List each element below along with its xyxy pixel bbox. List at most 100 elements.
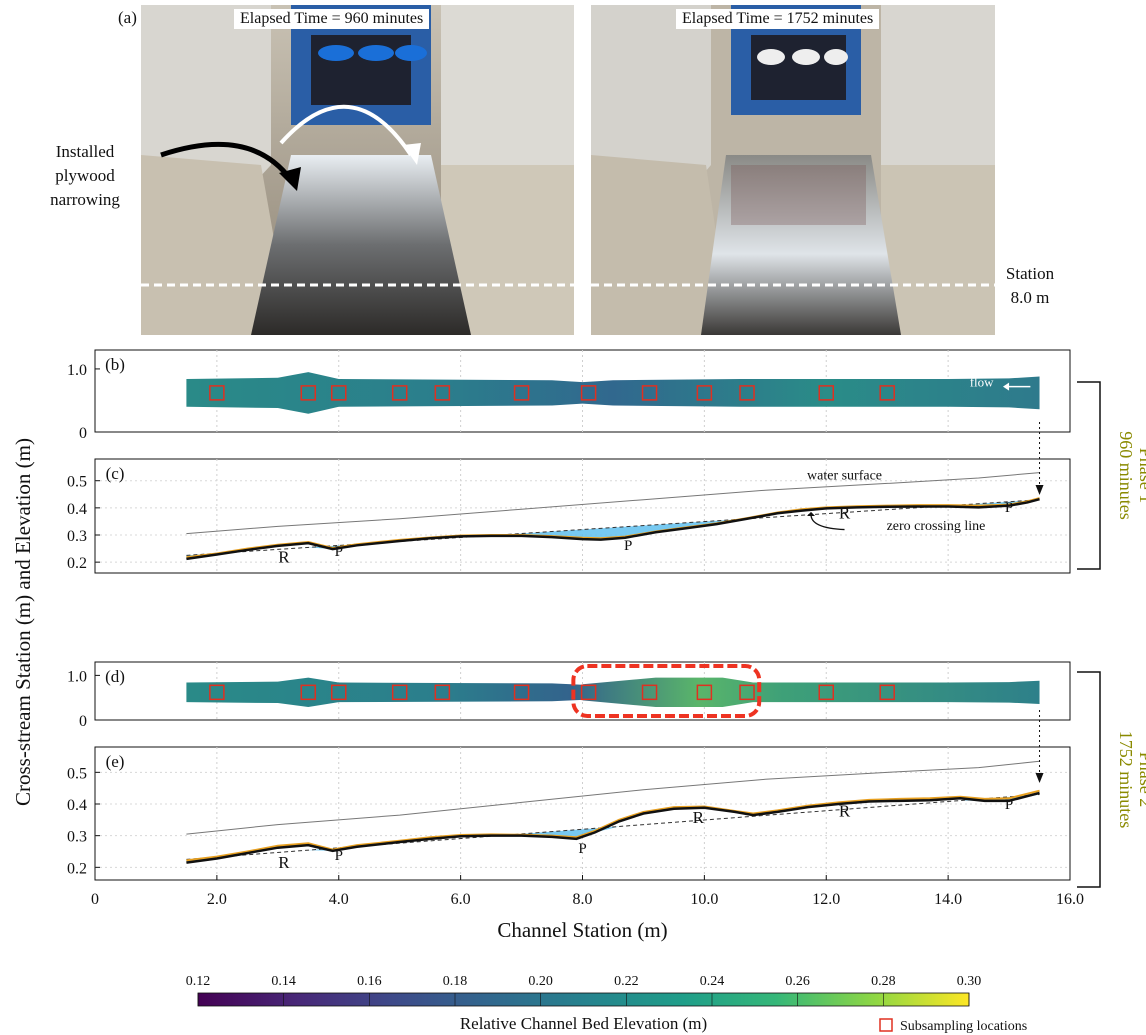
plywood-annotation: Installed plywood narrowing: [30, 140, 140, 212]
y-axis-label: Cross-stream Station (m) and Elevation (…: [11, 438, 35, 806]
subsample-marker: [391, 684, 408, 701]
phase-1-line-1: Phase 1: [1136, 448, 1146, 504]
x-tick-label: 2.0: [207, 891, 227, 908]
y-tick-label: 1.0: [67, 668, 87, 685]
photo-1752-minutes: [591, 5, 995, 335]
plywood-line-1: Installed: [55, 142, 115, 161]
y-tick-label: 0.3: [67, 528, 87, 545]
pool-fill: [186, 794, 1040, 863]
panel-letter-b: (b): [105, 355, 125, 374]
water-surface-line: [186, 472, 1040, 535]
subsample-marker: [580, 385, 597, 401]
zero-crossing-line: [186, 499, 1040, 556]
x-tick-label: 14.0: [934, 891, 962, 908]
link-arrowhead-0: [1035, 485, 1044, 495]
colorbar-tick-label: 0.12: [186, 974, 211, 989]
panel-letter-e: (e): [106, 752, 125, 771]
photo-left-label: Elapsed Time = 960 minutes: [234, 9, 430, 29]
subsample-marker: [818, 385, 834, 401]
subsample-marker: [641, 385, 658, 401]
panel-frame-2: [94, 661, 1071, 721]
y-tick-label: 0.5: [67, 765, 87, 782]
panel-letter-c: (c): [106, 464, 125, 483]
subsample-marker: [739, 385, 755, 401]
subsample-marker: [434, 385, 451, 401]
colorbar-tick-label: 0.28: [871, 974, 896, 989]
highlight-box: [571, 664, 762, 718]
subsample-marker: [331, 684, 347, 701]
y-tick-label: 0.4: [67, 797, 87, 814]
phase-2-line-2: 1752 minutes: [1116, 731, 1136, 829]
colorbar-tick-label: 0.18: [443, 974, 468, 989]
channel-plan: [186, 677, 1040, 708]
subsample-marker: [879, 684, 895, 701]
bed-profile-black: [186, 791, 1040, 864]
bedform-label: R: [839, 802, 851, 821]
subsample-marker: [300, 385, 317, 401]
flume-photo-left: [141, 5, 574, 335]
phase-bracket-2: [1077, 671, 1101, 888]
x-tick-label: 0: [91, 891, 99, 908]
y-tick-label: 0: [79, 425, 87, 442]
flume-photo-right: [591, 5, 995, 335]
legend-marker: [879, 1018, 893, 1032]
colorbar: [197, 992, 970, 1007]
phase-2-line-1: Phase 2: [1136, 752, 1146, 808]
bed-profile-orange: [186, 497, 1040, 559]
y-tick-label: 0.2: [67, 860, 87, 877]
x-tick-label: 12.0: [812, 891, 840, 908]
station-line-2: 8.0 m: [1010, 288, 1050, 307]
y-tick-label: 0.3: [67, 829, 87, 846]
legend-label: Subsampling locations: [900, 1019, 1027, 1034]
x-axis-label: Channel Station (m): [497, 918, 667, 942]
panel-a-letter: (a): [118, 8, 137, 27]
colorbar-tick-label: 0.30: [957, 974, 982, 989]
flow-arrowhead: [1002, 382, 1010, 391]
water-surface-label: water surface: [807, 468, 882, 483]
bedform-label: R: [278, 548, 290, 567]
colorbar-tick-label: 0.14: [271, 974, 296, 989]
bedform-label: P: [1005, 500, 1013, 516]
subsample-marker: [696, 684, 713, 701]
zero-crossing-arrow: [810, 514, 845, 531]
subsample-marker: [300, 684, 317, 701]
plywood-line-3: narrowing: [50, 190, 120, 209]
bedform-label: P: [578, 841, 586, 857]
bedform-label: P: [624, 538, 632, 554]
subsample-marker: [879, 385, 895, 401]
panel-frame-0: [94, 349, 1071, 433]
subsample-marker: [331, 385, 347, 401]
subsample-marker: [209, 385, 225, 401]
colorbar-tick-label: 0.24: [700, 974, 725, 989]
subsample-marker: [391, 385, 408, 401]
colorbar-label: Relative Channel Bed Elevation (m): [460, 1014, 707, 1033]
bedform-label: R: [839, 504, 851, 523]
subsample-marker: [580, 684, 597, 701]
phase-1-line-2: 960 minutes: [1116, 431, 1136, 520]
colorbar-tick-label: 0.26: [785, 974, 810, 989]
y-tick-label: 0.2: [67, 555, 87, 572]
station-line-1: Station: [1005, 264, 1055, 283]
pool-fill: [186, 499, 1040, 559]
subsample-marker: [513, 684, 530, 701]
bedform-label: R: [693, 808, 705, 827]
channel-plan: [186, 372, 1040, 414]
y-tick-label: 0.5: [67, 474, 87, 491]
photo-right-label: Elapsed Time = 1752 minutes: [676, 9, 880, 29]
subsample-marker: [434, 684, 451, 701]
subsample-marker: [739, 684, 755, 701]
x-tick-label: 8.0: [573, 891, 593, 908]
x-tick-label: 16.0: [1056, 891, 1084, 908]
phase-bracket-1: [1077, 381, 1101, 570]
zero-crossing-line: [186, 794, 1040, 860]
station-annotation: Station 8.0 m: [990, 262, 1070, 310]
flow-label: flow: [970, 375, 994, 390]
subsample-marker: [209, 684, 225, 701]
colorbar-tick-label: 0.22: [614, 974, 639, 989]
bed-profile-black: [186, 497, 1040, 561]
zero-crossing-label: zero crossing line: [887, 519, 986, 534]
photo-960-minutes: [141, 5, 574, 335]
x-tick-label: 10.0: [690, 891, 718, 908]
subsample-marker: [696, 385, 713, 401]
bed-profile-orange: [186, 789, 1040, 862]
